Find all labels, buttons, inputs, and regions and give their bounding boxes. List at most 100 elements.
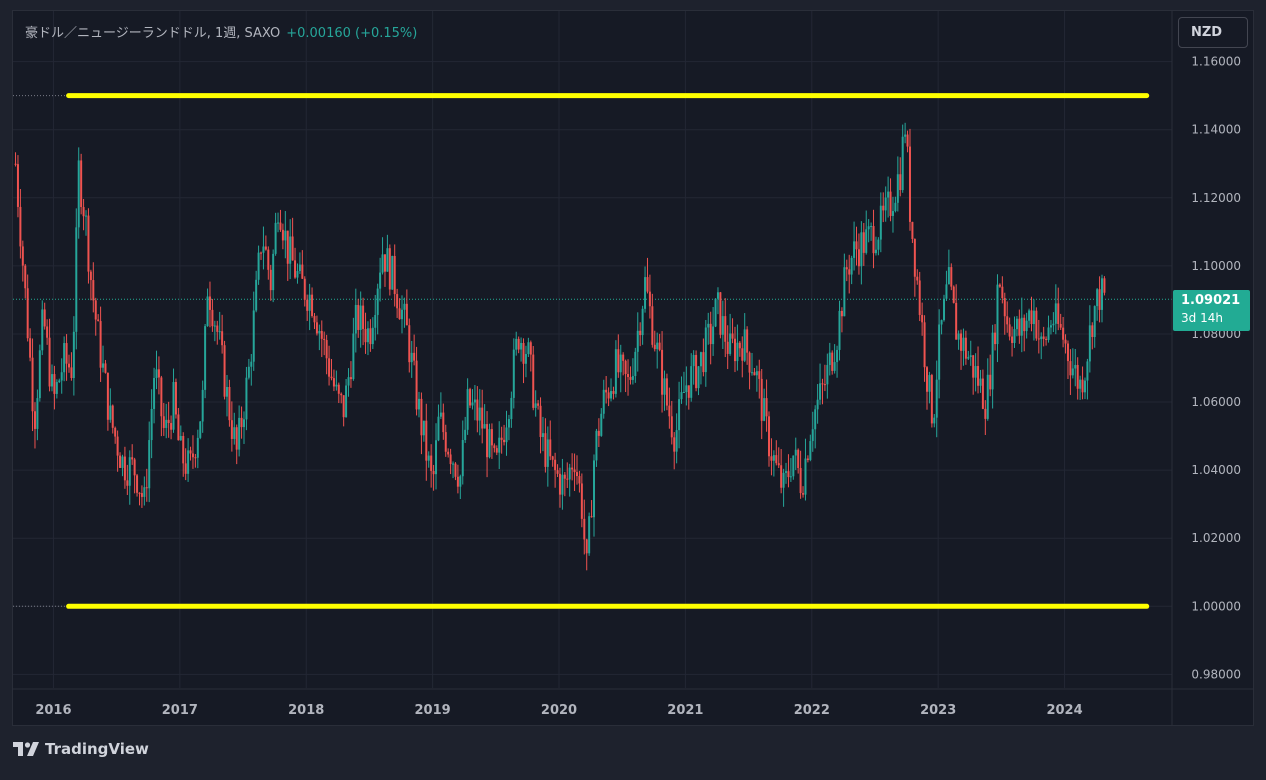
candle-body bbox=[884, 197, 887, 211]
candle bbox=[923, 315, 926, 382]
candle-body bbox=[405, 303, 408, 326]
candle bbox=[442, 403, 445, 440]
candle-body bbox=[403, 303, 406, 310]
candle bbox=[53, 365, 56, 410]
candle-body bbox=[65, 343, 68, 364]
candle-body bbox=[1028, 310, 1031, 321]
candle bbox=[92, 262, 95, 313]
candle-body bbox=[77, 160, 80, 228]
candle-body bbox=[670, 416, 673, 438]
candle-body bbox=[1071, 368, 1074, 376]
candle-body bbox=[619, 354, 622, 373]
candle bbox=[466, 378, 469, 435]
candle-body bbox=[58, 380, 61, 383]
candle bbox=[1037, 319, 1040, 354]
candle-body bbox=[704, 327, 707, 373]
candle bbox=[947, 249, 950, 285]
candle-body bbox=[94, 300, 97, 320]
candle bbox=[345, 378, 348, 418]
candle-body bbox=[714, 298, 717, 327]
candle-body bbox=[286, 230, 289, 264]
candle bbox=[719, 291, 722, 339]
candle bbox=[687, 385, 690, 410]
candle-body bbox=[452, 463, 455, 465]
candle bbox=[904, 122, 907, 144]
candle bbox=[1013, 316, 1016, 348]
candle bbox=[806, 455, 809, 463]
candle bbox=[119, 452, 122, 468]
candle-body bbox=[454, 463, 457, 477]
candle-body bbox=[585, 539, 588, 554]
candle bbox=[335, 370, 338, 391]
candle-body bbox=[160, 377, 163, 417]
y-tick-label: 1.04000 bbox=[1191, 463, 1241, 477]
candle bbox=[415, 346, 418, 416]
candle-body bbox=[388, 248, 391, 290]
candle bbox=[789, 458, 792, 482]
candle bbox=[281, 223, 284, 250]
candle bbox=[420, 392, 423, 455]
candle-body bbox=[172, 382, 175, 430]
candle-body bbox=[473, 399, 476, 403]
candle-body bbox=[967, 356, 970, 359]
candle-body bbox=[840, 310, 843, 317]
candle bbox=[622, 352, 625, 376]
candle-body bbox=[184, 463, 187, 474]
candle-body bbox=[1088, 325, 1091, 362]
candle-body bbox=[661, 349, 664, 395]
candle-body bbox=[605, 389, 608, 393]
candle bbox=[889, 178, 892, 222]
candle bbox=[58, 378, 61, 384]
candle-body bbox=[994, 332, 997, 345]
candle-body bbox=[634, 351, 637, 377]
candle-body bbox=[814, 409, 817, 430]
candle bbox=[743, 313, 746, 363]
candle bbox=[160, 375, 163, 437]
candle-body bbox=[729, 333, 732, 354]
candle bbox=[481, 389, 484, 444]
candle-body bbox=[1081, 379, 1084, 393]
candle bbox=[94, 297, 97, 336]
candle bbox=[223, 340, 226, 400]
candle bbox=[311, 287, 314, 318]
candle bbox=[590, 500, 593, 518]
candle bbox=[495, 445, 498, 456]
candle-body bbox=[816, 399, 819, 410]
candle bbox=[821, 378, 824, 405]
candle bbox=[984, 400, 987, 436]
candle-body bbox=[464, 429, 467, 440]
candle bbox=[182, 432, 185, 477]
candle-body bbox=[308, 294, 311, 311]
candle bbox=[264, 235, 267, 251]
candle bbox=[70, 352, 73, 381]
candle bbox=[82, 198, 85, 231]
tradingview-brand[interactable]: TradingView bbox=[13, 740, 149, 758]
candle bbox=[444, 424, 447, 457]
candle-body bbox=[797, 449, 800, 468]
candle bbox=[925, 366, 928, 410]
candle-body bbox=[415, 360, 418, 410]
candle bbox=[704, 319, 707, 387]
candle bbox=[359, 291, 362, 348]
y-tick-label: 1.06000 bbox=[1191, 395, 1241, 409]
candle bbox=[648, 274, 651, 319]
candle bbox=[549, 420, 552, 461]
candle bbox=[452, 461, 455, 479]
candle bbox=[741, 336, 744, 378]
candle-body bbox=[456, 476, 459, 487]
candle-body bbox=[238, 417, 241, 450]
candle-body bbox=[449, 454, 452, 465]
currency-button[interactable]: NZD bbox=[1178, 17, 1248, 48]
candle bbox=[612, 386, 615, 400]
candle-body bbox=[486, 424, 489, 458]
candle bbox=[187, 438, 190, 482]
candle-body bbox=[750, 372, 753, 374]
candle-body bbox=[794, 449, 797, 456]
candle-body bbox=[782, 472, 785, 488]
candle bbox=[1069, 349, 1072, 395]
candle-body bbox=[765, 398, 768, 417]
candle-body bbox=[952, 286, 955, 303]
candle-body bbox=[580, 483, 583, 519]
candle-body bbox=[646, 277, 649, 292]
